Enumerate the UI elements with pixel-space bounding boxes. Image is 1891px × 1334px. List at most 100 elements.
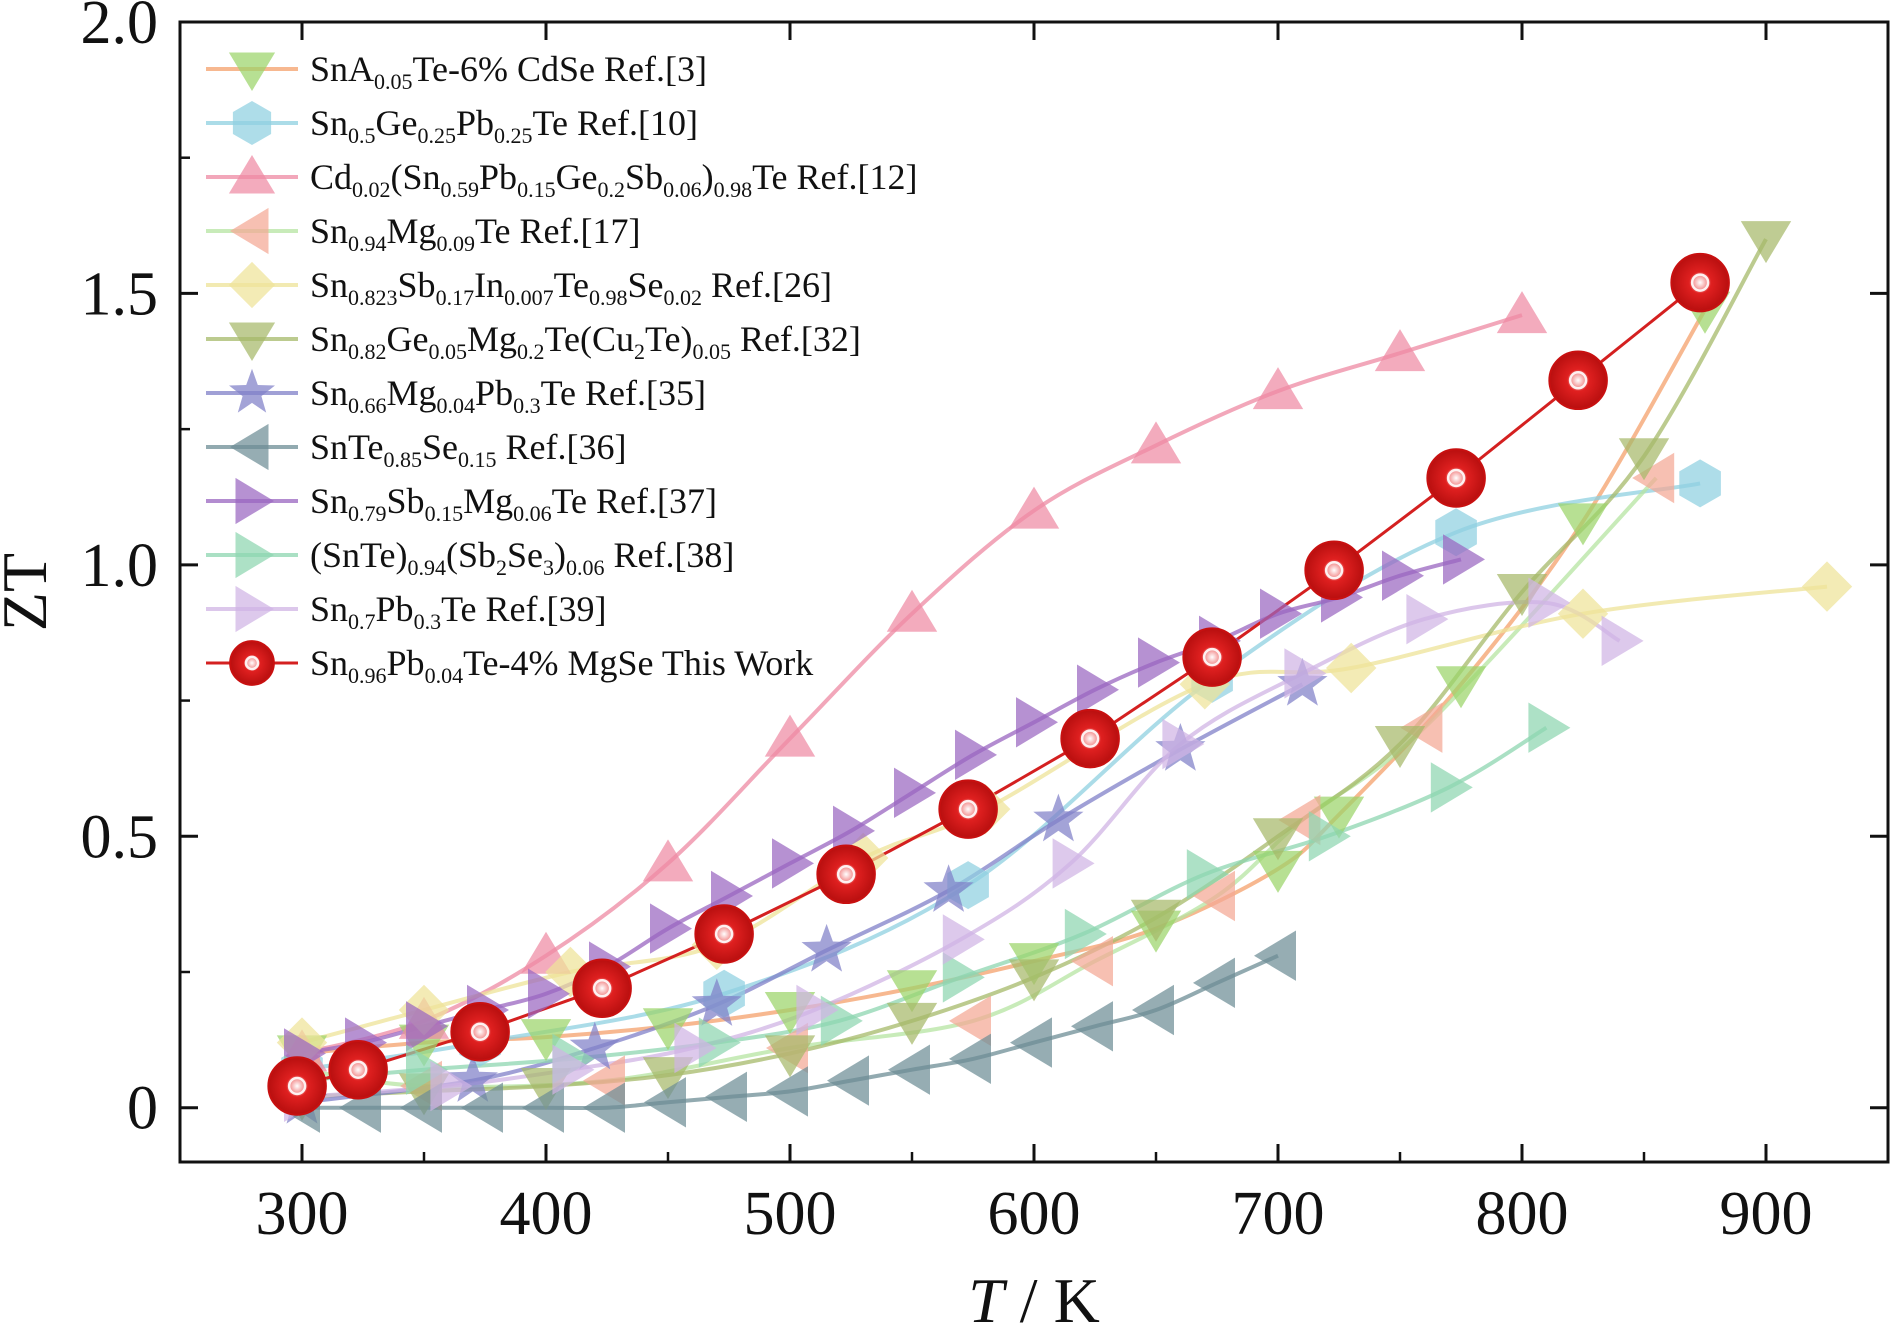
data-point-s11 [1406, 593, 1449, 645]
legend-subscript: 0.15 [425, 501, 464, 526]
data-point-s10 [1528, 702, 1571, 753]
legend-label-s5: Sn0.823Sb0.17In0.007Te0.98Se0.02 Ref.[26… [310, 265, 832, 310]
legend-label-s12: Sn0.96Pb0.04Te-4% MgSe This Work [310, 643, 813, 688]
data-point-s1 [520, 1019, 572, 1062]
legend-text-run: Sn [310, 265, 348, 305]
data-point-s9 [1016, 697, 1058, 748]
data-point-s11 [1601, 615, 1644, 667]
legend-text-run: SnTe [310, 427, 383, 467]
legend-subscript: 0.04 [437, 393, 476, 418]
legend-text-run: Se [628, 265, 664, 305]
data-point-s6 [886, 1002, 938, 1045]
legend-text-run: Mg [387, 373, 437, 413]
legend-marker-s12 [229, 640, 275, 686]
legend-subscript: 0.15 [458, 447, 497, 472]
data-point-s10 [406, 1044, 448, 1095]
legend-subscript: 0.02 [664, 285, 703, 310]
y-tick-label: 0 [127, 1075, 158, 1143]
legend-text-run: Sn [310, 643, 348, 683]
data-point-s3 [1252, 367, 1304, 410]
legend-text-run: Te-4% MgSe This Work [463, 643, 813, 683]
legend-label-s9: Sn0.79Sb0.15Mg0.06Te Ref.[37] [310, 481, 717, 526]
x-tick-label: 600 [988, 1180, 1081, 1248]
data-point-s1 [886, 970, 938, 1013]
data-point-s8 [1132, 984, 1174, 1036]
legend-text-run: Se [422, 427, 458, 467]
data-point-s12 [450, 1001, 510, 1062]
data-point-s1 [1435, 666, 1487, 709]
legend-subscript: 0.25 [494, 123, 533, 148]
legend-subscript: 0.25 [418, 123, 457, 148]
data-point-s11 [430, 1060, 473, 1112]
data-point-s8 [827, 1055, 869, 1106]
legend-marker-s3 [228, 155, 276, 194]
data-point-s7 [923, 864, 974, 912]
legend-marker-s5 [228, 261, 276, 309]
legend-subscript: 0.94 [348, 231, 387, 256]
legend-text-run: Te [554, 265, 589, 305]
data-point-s9 [406, 1001, 448, 1052]
data-point-s3 [1374, 329, 1426, 372]
legend-text-run: Pb [456, 103, 494, 143]
plot-markers [267, 221, 1853, 1133]
data-point-s3 [1008, 486, 1060, 529]
data-point-s8 [461, 1082, 503, 1133]
legend-subscript: 0.94 [407, 555, 446, 580]
data-point-s11 [1284, 648, 1327, 699]
legend-text-run: Ref.[32] [731, 319, 861, 359]
data-point-s11 [1528, 577, 1571, 629]
data-point-s3 [886, 589, 938, 632]
legend-subscript: 0.2 [598, 177, 626, 202]
data-point-s3 [764, 714, 816, 757]
legend-subscript: 0.007 [504, 285, 554, 310]
data-point-s7 [569, 1021, 620, 1070]
legend-marker-s10 [235, 531, 274, 579]
data-point-s5 [1557, 588, 1609, 639]
legend-subscript: 0.3 [513, 393, 541, 418]
legend-text-run: Ge [387, 319, 429, 359]
legend-text-run: Ref.[36] [496, 427, 626, 467]
data-point-s4 [1071, 935, 1113, 987]
legend-subscript: 0.02 [352, 177, 391, 202]
legend-subscript: 0.2 [517, 339, 545, 364]
legend-subscript: 0.98 [714, 177, 753, 202]
data-point-s10 [1430, 762, 1473, 813]
legend-text-run: Mg [467, 319, 517, 359]
x-tick-label: 500 [744, 1180, 837, 1248]
data-point-s8 [1193, 957, 1235, 1009]
data-point-s11 [796, 984, 839, 1036]
legend-text-run: Te Ref.[12] [752, 157, 917, 197]
legend-text-run: Sn [310, 319, 348, 359]
legend-subscript: 0.59 [441, 177, 480, 202]
data-point-s6 [1252, 818, 1304, 861]
legend-text-run: Mg [463, 481, 513, 521]
legend-text-run: Te Ref.[39] [441, 589, 606, 629]
data-point-s10 [1186, 849, 1229, 900]
x-tick-label: 900 [1720, 1180, 1813, 1248]
data-point-s10 [1064, 908, 1107, 960]
data-point-s1 [1252, 850, 1304, 893]
data-point-s9 [772, 838, 814, 889]
legend-text-run: Te(Cu [545, 319, 634, 359]
legend-subscript: 0.5 [348, 123, 376, 148]
data-point-s12 [1304, 540, 1364, 601]
data-point-s5 [1801, 561, 1853, 612]
legend-text-run: Te) [645, 319, 692, 359]
legend-text-run: Te Ref.[35] [541, 373, 706, 413]
legend-text-run: Ge [376, 103, 418, 143]
data-point-s1 [642, 1008, 694, 1051]
y-tick-label: 1.0 [81, 532, 159, 600]
legend-text-run: ) [554, 535, 566, 575]
legend-text-run: Mg [387, 211, 437, 251]
legend-subscript: 0.823 [348, 285, 398, 310]
legend-subscript: 2 [634, 339, 645, 364]
data-point-s7 [447, 1054, 498, 1102]
legend-subscript: 3 [543, 555, 554, 580]
legend-text-run: Ref.[26] [702, 265, 832, 305]
x-tick-label: 800 [1476, 1180, 1569, 1248]
legend-text-run: Sn [310, 589, 348, 629]
data-point-s12 [572, 958, 632, 1019]
data-point-s8 [522, 1082, 564, 1133]
legend-text-run: In [474, 265, 504, 305]
